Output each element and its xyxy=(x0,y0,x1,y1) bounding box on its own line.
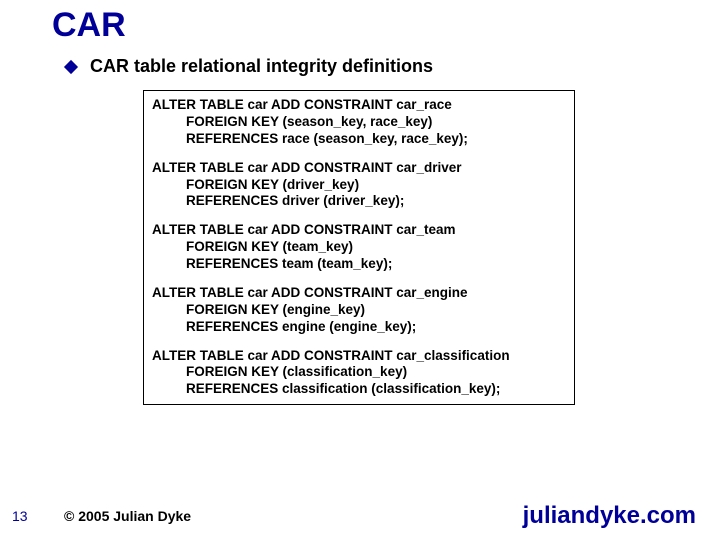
sql-line: REFERENCES team (team_key); xyxy=(152,256,566,273)
sql-line: REFERENCES race (season_key, race_key); xyxy=(152,131,566,148)
site-label: juliandyke.com xyxy=(523,502,696,530)
sql-line: FOREIGN KEY (classification_key) xyxy=(152,364,566,381)
sql-statement: ALTER TABLE car ADD CONSTRAINT car_team … xyxy=(152,222,566,273)
sql-code-box: ALTER TABLE car ADD CONSTRAINT car_race … xyxy=(143,90,575,405)
sql-line: FOREIGN KEY (team_key) xyxy=(152,239,566,256)
page-number: 13 xyxy=(12,508,28,524)
sql-statement: ALTER TABLE car ADD CONSTRAINT car_race … xyxy=(152,97,566,148)
sql-statement: ALTER TABLE car ADD CONSTRAINT car_class… xyxy=(152,348,566,399)
sql-line: ALTER TABLE car ADD CONSTRAINT car_race xyxy=(152,97,566,114)
sql-line: REFERENCES engine (engine_key); xyxy=(152,319,566,336)
slide-title: CAR xyxy=(52,6,126,45)
sql-statement: ALTER TABLE car ADD CONSTRAINT car_engin… xyxy=(152,285,566,336)
sql-line: FOREIGN KEY (engine_key) xyxy=(152,302,566,319)
slide: CAR CAR table relational integrity defin… xyxy=(0,0,720,540)
bullet-text: CAR table relational integrity definitio… xyxy=(90,56,433,77)
sql-line: ALTER TABLE car ADD CONSTRAINT car_team xyxy=(152,222,566,239)
sql-line: ALTER TABLE car ADD CONSTRAINT car_class… xyxy=(152,348,566,365)
sql-line: REFERENCES driver (driver_key); xyxy=(152,193,566,210)
bullet-row: CAR table relational integrity definitio… xyxy=(66,56,433,77)
sql-line: REFERENCES classification (classificatio… xyxy=(152,381,566,398)
sql-line: FOREIGN KEY (driver_key) xyxy=(152,177,566,194)
diamond-bullet-icon xyxy=(64,59,78,73)
copyright-text: © 2005 Julian Dyke xyxy=(64,508,191,524)
sql-statement: ALTER TABLE car ADD CONSTRAINT car_drive… xyxy=(152,160,566,211)
sql-line: FOREIGN KEY (season_key, race_key) xyxy=(152,114,566,131)
sql-line: ALTER TABLE car ADD CONSTRAINT car_drive… xyxy=(152,160,566,177)
sql-line: ALTER TABLE car ADD CONSTRAINT car_engin… xyxy=(152,285,566,302)
